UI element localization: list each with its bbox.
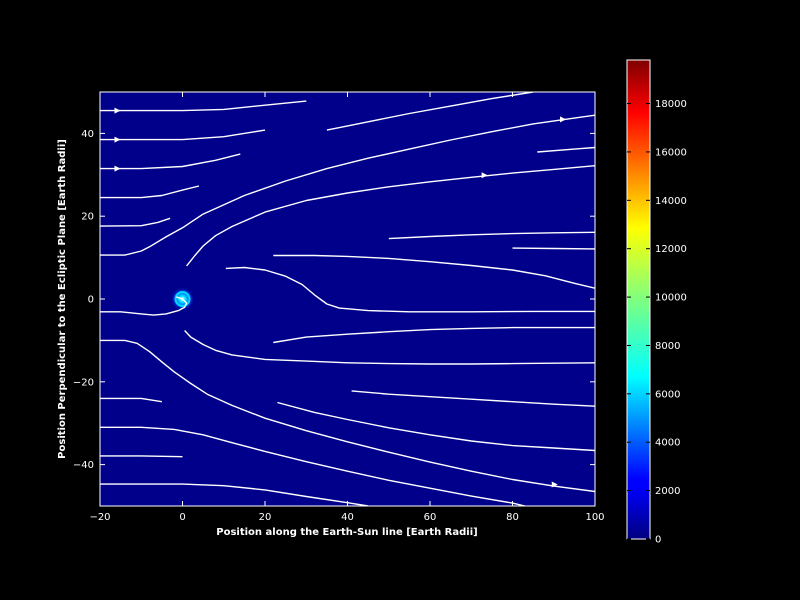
x-axis-ticks: −20 0 20 40 60 80 100 — [89, 92, 605, 523]
earth-hotspot-ring — [174, 291, 191, 307]
streamline — [388, 231, 595, 240]
x-tick-label: 0 — [179, 512, 185, 523]
streamline — [273, 254, 595, 289]
streamline — [100, 339, 595, 493]
x-tick-label: −20 — [89, 512, 110, 523]
streamline — [100, 185, 200, 199]
colorbar-tick-label: 16000 — [655, 147, 687, 158]
streamline-arrow — [114, 165, 121, 172]
streamline — [326, 92, 534, 131]
x-tick-label: 60 — [424, 512, 437, 523]
streamline-arrow — [560, 116, 566, 123]
streamline-arrow — [114, 107, 121, 114]
y-tick-label: 0 — [88, 295, 94, 306]
y-axis-title: Position Perpendicular to the Ecliptic P… — [57, 139, 68, 459]
y-tick-label: −40 — [73, 460, 94, 471]
streamline — [100, 397, 163, 403]
colorbar-tick-label: 0 — [655, 535, 661, 546]
streamline — [100, 217, 171, 227]
x-axis-title: Position along the Earth-Sun line [Earth… — [216, 527, 477, 538]
x-tick-label: 80 — [506, 512, 519, 523]
y-tick-label: −20 — [73, 377, 94, 388]
streamline-arrow — [551, 481, 558, 488]
streamline — [277, 401, 595, 452]
colorbar-tick-label: 4000 — [655, 438, 680, 449]
x-tick-label: 100 — [585, 512, 604, 523]
colorbar-tick-label: 2000 — [655, 486, 680, 497]
streamline — [100, 426, 526, 506]
y-tick-label: 40 — [81, 129, 94, 140]
streamline — [225, 266, 595, 313]
streamline — [100, 129, 266, 141]
colorbar-ticks: 0 2000 4000 6000 8000 10000 12000 14000 16000 180… — [627, 99, 687, 546]
streamline-arrows — [114, 107, 566, 488]
x-tick-label: 40 — [341, 512, 354, 523]
colorbar-tick-label: 10000 — [655, 293, 687, 304]
streamline — [184, 330, 595, 365]
streamline — [100, 114, 595, 256]
streamline — [100, 153, 241, 170]
colorbar-tick-label: 14000 — [655, 196, 687, 207]
streamline — [351, 390, 595, 407]
colorbar-tick-label: 6000 — [655, 389, 680, 400]
streamline — [537, 146, 595, 153]
colorbar-tick-label: 12000 — [655, 244, 687, 255]
colorbar-tick-label: 8000 — [655, 341, 680, 352]
colorbar-tick-label: 18000 — [655, 99, 687, 110]
streamline — [186, 165, 595, 267]
streamline — [100, 296, 188, 316]
y-axis-ticks: −40 −20 0 20 40 — [73, 129, 595, 471]
colorbar — [626, 59, 651, 540]
streamline — [273, 326, 595, 344]
streamline — [100, 100, 307, 112]
streamline — [100, 455, 183, 458]
streamline — [512, 247, 595, 250]
streamline-arrow — [114, 136, 121, 143]
y-tick-label: 20 — [81, 212, 94, 223]
x-tick-label: 20 — [259, 512, 272, 523]
streamline-arrow — [481, 172, 488, 179]
